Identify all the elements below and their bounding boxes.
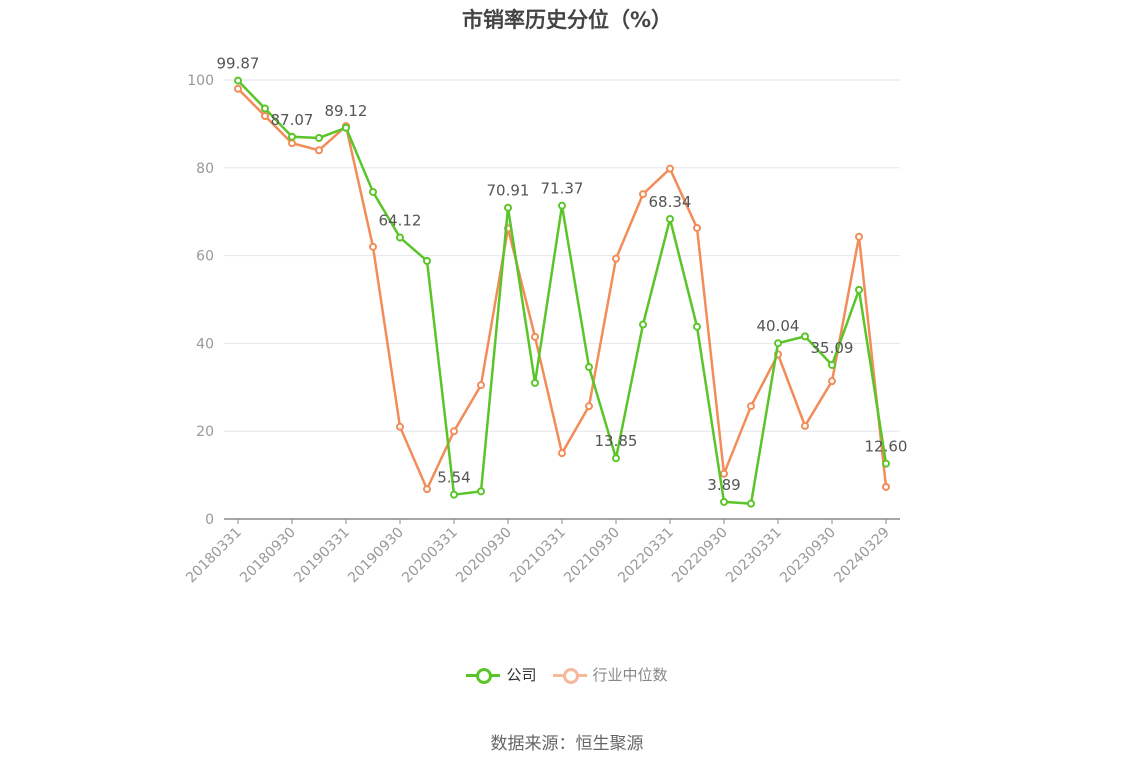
industry-median-point [369,242,377,251]
industry-median-point [612,254,620,263]
series-line-company [237,79,888,505]
data-label: 87.07 [271,111,314,129]
company-point [342,123,350,132]
x-tick-label: 20220331 [615,525,677,587]
industry-median-point [288,139,296,148]
industry-median-point [720,469,728,478]
data-label: 89.12 [325,102,368,120]
company-point [234,76,242,85]
x-tick-label: 20220930 [669,525,731,587]
company-point [288,132,296,141]
company-point [423,256,431,265]
x-tick-label: 20200331 [399,525,461,587]
industry-median-point [234,84,242,93]
industry-median-point [828,377,836,386]
legend: 公司 行业中位数 [0,664,1134,685]
company-point [450,490,458,499]
company-point [612,454,620,463]
company-point [801,332,809,341]
legend-item-company[interactable]: 公司 [466,664,537,685]
industry-median-point [477,381,485,390]
industry-median-point [801,421,809,430]
company-point [774,339,782,348]
company-point [504,203,512,212]
data-label: 68.34 [649,193,692,211]
company-point [477,487,485,496]
company-point [369,187,377,196]
data-label: 70.91 [487,182,530,200]
x-tick-label: 20240329 [831,525,893,587]
x-tick-label: 20210331 [507,525,569,587]
series [234,76,890,508]
data-label: 5.54 [437,469,470,487]
company-point [693,322,701,331]
industry-median-point [639,190,647,199]
data-source: 数据来源：恒生聚源 [490,734,644,754]
y-tick-label: 100 [187,73,214,89]
x-tick-label: 20200930 [453,525,515,587]
company-point [828,360,836,369]
x-tick-label: 20180930 [237,525,299,587]
data-label: 64.12 [379,212,422,230]
y-tick-label: 0 [205,512,214,528]
data-label: 99.87 [217,55,260,73]
industry-median-point [450,427,458,436]
industry-median-point [747,402,755,411]
y-tick-label: 60 [196,249,214,265]
x-tick-label: 20180331 [183,525,245,587]
y-tick-label: 20 [196,424,214,440]
company-point [882,459,890,468]
y-tick-label: 40 [196,336,214,352]
x-tick-label: 20190331 [291,525,353,587]
company-point [747,499,755,508]
industry-median-point [423,485,431,494]
company-point [558,201,566,210]
industry-median-point [531,332,539,341]
x-tick-label: 20230331 [723,525,785,587]
x-tick-label: 20190930 [345,525,407,587]
company-point [855,285,863,294]
industry-median-point [558,449,566,458]
data-labels: 99.87 87.07 89.12 64.12 5.54 70.91 71.37 13.85 6… [217,55,908,494]
chart-title: 市销率历史分位（%） [461,8,673,32]
company-point [531,378,539,387]
industry-median-point [261,111,269,120]
grid-lines [224,79,900,432]
data-label: 13.85 [595,432,638,450]
data-label: 40.04 [757,317,800,335]
industry-median-point [693,223,701,232]
data-label: 71.37 [541,180,584,198]
industry-median-point [666,164,674,173]
y-tick-label: 80 [196,161,214,177]
company-point [639,320,647,329]
legend-item-industry-median[interactable]: 行业中位数 [552,664,668,685]
industry-median-point [855,232,863,241]
industry-median-point [585,402,593,411]
series-line-industry-median [237,87,888,491]
x-tick-label: 20230930 [777,525,839,587]
data-label: 3.89 [707,476,740,494]
company-point [720,497,728,506]
legend-company-icon [466,667,501,684]
x-tick-label: 20210930 [561,525,623,587]
company-point [666,214,674,223]
data-label: 12.60 [865,438,908,456]
company-point [261,104,269,113]
legend-industry-label: 行业中位数 [592,666,668,684]
company-point [396,233,404,242]
industry-median-point [315,146,323,155]
legend-industry-icon [552,667,587,684]
data-label: 35.09 [811,339,854,357]
industry-median-point [396,422,404,431]
legend-company-label: 公司 [506,666,537,684]
company-point [585,363,593,372]
company-point [315,133,323,142]
industry-median-point [882,482,890,491]
